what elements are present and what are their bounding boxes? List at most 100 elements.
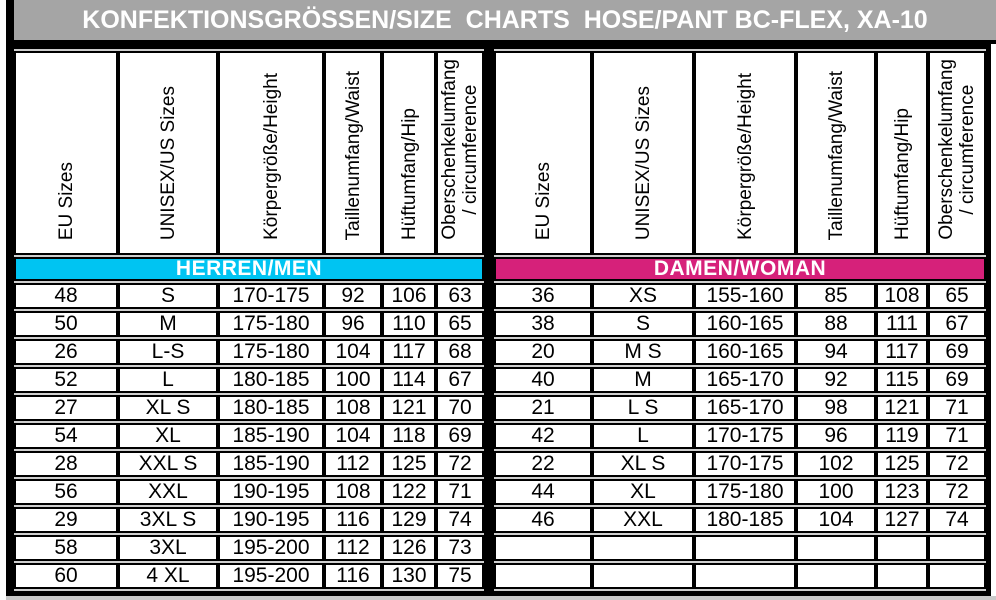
column-header-label: Taillenumfang/Waist	[343, 71, 364, 240]
header-line: Taillenumfang/Waist	[342, 70, 364, 240]
table-cell: XXL S	[118, 451, 218, 477]
table-cell	[796, 563, 876, 589]
table-cell	[592, 563, 694, 589]
header-line: / circumference	[460, 84, 481, 215]
table-cell: 94	[796, 339, 876, 365]
table-row: 60 4 XL 195-200 116 130 75	[14, 563, 484, 589]
men-column-header-row: EU Sizes UNISEX/US Sizes Körpergröße/Hei…	[14, 51, 484, 255]
table-cell	[494, 563, 592, 589]
table-cell: 121	[382, 395, 436, 421]
table-cell: 114	[382, 367, 436, 393]
table-cell: 54	[14, 423, 118, 449]
table-cell: 36	[494, 283, 592, 309]
table-cell	[928, 535, 986, 561]
table-cell: 122	[382, 479, 436, 505]
table-cell: 119	[876, 423, 928, 449]
table-cell: 72	[436, 451, 484, 477]
table-cell: 40	[494, 367, 592, 393]
table-cell: 126	[382, 535, 436, 561]
table-cell: 69	[928, 339, 986, 365]
table-cell: 65	[928, 283, 986, 309]
column-header-label: Oberschenkelumfang / circumference	[936, 59, 978, 240]
women-section-band-row: DAMEN/WOMAN	[494, 257, 986, 281]
table-cell: 98	[796, 395, 876, 421]
table-row: 48 S 170-175 92 106 63	[14, 283, 484, 309]
table-cell	[796, 535, 876, 561]
table-cell: 160-165	[694, 311, 796, 337]
column-header-thigh-circumference: Oberschenkelumfang / circumference	[436, 51, 484, 255]
table-row: 50 M 175-180 96 110 65	[14, 311, 484, 337]
column-header-waist: Taillenumfang/Waist	[796, 51, 876, 255]
table-cell: 75	[436, 563, 484, 589]
table-cell: 29	[14, 507, 118, 533]
table-cell: M	[592, 367, 694, 393]
header-line: EU Sizes	[532, 161, 554, 240]
table-cell: 111	[876, 311, 928, 337]
column-header-unisex-us-sizes: UNISEX/US Sizes	[118, 51, 218, 255]
header-line: Hüftumfang/Hip	[891, 107, 913, 240]
table-cell: 71	[928, 395, 986, 421]
table-cell: 71	[436, 479, 484, 505]
table-cell: M	[118, 311, 218, 337]
table-cell: 115	[876, 367, 928, 393]
table-cell	[876, 563, 928, 589]
table-cell: 155-160	[694, 283, 796, 309]
table-cell: S	[592, 311, 694, 337]
table-cell: 125	[382, 451, 436, 477]
column-header-label: Taillenumfang/Waist	[826, 71, 847, 240]
table-row	[494, 563, 986, 589]
men-size-table: EU Sizes UNISEX/US Sizes Körpergröße/Hei…	[14, 44, 489, 596]
table-cell: 117	[876, 339, 928, 365]
table-row: 40 M 165-170 92 115 69	[494, 367, 986, 393]
table-cell: 70	[436, 395, 484, 421]
table-cell: 123	[876, 479, 928, 505]
table-cell: XXL	[118, 479, 218, 505]
table-cell: 96	[324, 311, 382, 337]
table-cell: 117	[382, 339, 436, 365]
table-cell: 71	[928, 423, 986, 449]
column-header-eu-sizes: EU Sizes	[494, 51, 592, 255]
table-cell: 112	[324, 451, 382, 477]
table-cell: 58	[14, 535, 118, 561]
table-cell: 52	[14, 367, 118, 393]
table-cell: L	[592, 423, 694, 449]
table-cell: 116	[324, 507, 382, 533]
men-section-band: HERREN/MEN	[14, 257, 484, 281]
table-cell	[694, 563, 796, 589]
table-cell: 116	[324, 563, 382, 589]
table-cell: 96	[796, 423, 876, 449]
table-row: 36 XS 155-160 85 108 65	[494, 283, 986, 309]
table-cell: 74	[928, 507, 986, 533]
table-cell: 42	[494, 423, 592, 449]
table-cell: 118	[382, 423, 436, 449]
table-row: 54 XL 185-190 104 118 69	[14, 423, 484, 449]
men-table-body: 48 S 170-175 92 106 63 50 M 175-180 96 110 65 26 L-S 1…	[14, 283, 484, 589]
table-cell: 65	[436, 311, 484, 337]
table-row: 20 M S 160-165 94 117 69	[494, 339, 986, 365]
table-cell: 175-180	[218, 311, 324, 337]
table-cell: 175-180	[694, 479, 796, 505]
table-cell: 121	[876, 395, 928, 421]
table-cell: 67	[928, 311, 986, 337]
header-line: UNISEX/US Sizes	[157, 85, 179, 240]
table-cell: 125	[876, 451, 928, 477]
table-cell: 165-170	[694, 395, 796, 421]
table-cell	[694, 535, 796, 561]
table-cell: 108	[876, 283, 928, 309]
table-cell: 68	[436, 339, 484, 365]
table-row: 38 S 160-165 88 111 67	[494, 311, 986, 337]
table-cell: 27	[14, 395, 118, 421]
table-cell: 85	[796, 283, 876, 309]
women-size-table: EU Sizes UNISEX/US Sizes Körpergröße/Hei…	[489, 44, 991, 596]
table-cell: L S	[592, 395, 694, 421]
header-line: Körpergröße/Height	[734, 73, 756, 240]
header-line: Hüftumfang/Hip	[398, 107, 420, 240]
women-column-header-row: EU Sizes UNISEX/US Sizes Körpergröße/Hei…	[494, 51, 986, 255]
column-header-hip: Hüftumfang/Hip	[382, 51, 436, 255]
table-cell: 108	[324, 479, 382, 505]
table-cell: M S	[592, 339, 694, 365]
table-cell: 100	[324, 367, 382, 393]
header-line: UNISEX/US Sizes	[632, 85, 654, 240]
title-bar: KONFEKTIONSGRÖSSEN/SIZE CHARTS HOSE/PANT…	[14, 0, 996, 44]
column-header-label: Körpergröße/Height	[261, 73, 282, 240]
